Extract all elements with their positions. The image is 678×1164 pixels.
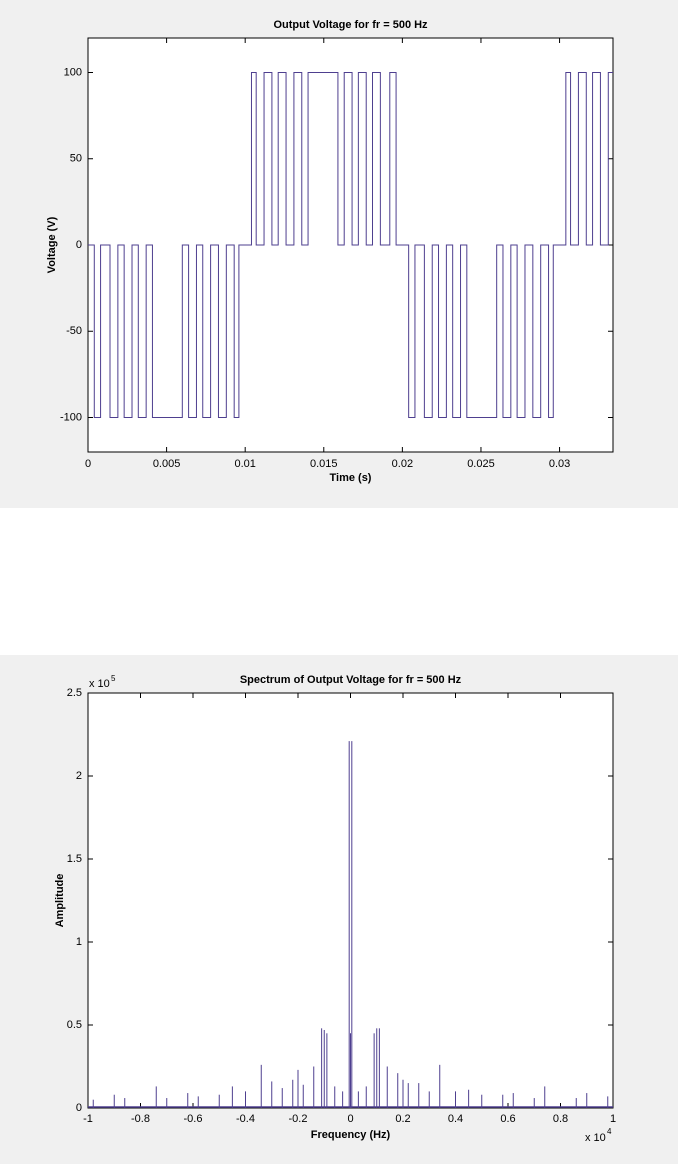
x-tick-label: 0.005 [153, 458, 181, 470]
chart-title: Spectrum of Output Voltage for fr = 500 … [240, 674, 462, 686]
x-tick-label: -0.8 [131, 1113, 150, 1125]
y-tick-label: 50 [70, 153, 82, 165]
y-tick-label: -100 [60, 411, 82, 423]
y-tick-label: 1.5 [67, 853, 82, 865]
x-multiplier: x 10 [585, 1132, 606, 1144]
x-tick-label: -1 [83, 1113, 93, 1125]
plot-area [87, 37, 614, 453]
x-tick-label: 0.6 [500, 1113, 515, 1125]
y-tick-label: 1 [76, 936, 82, 948]
x-tick-label: 0.4 [448, 1113, 463, 1125]
x-tick-label: 0 [85, 458, 91, 470]
x-axis-label: Frequency (Hz) [311, 1129, 391, 1141]
chart-title: Output Voltage for fr = 500 Hz [273, 19, 428, 31]
x-tick-label: 0.025 [467, 458, 495, 470]
y-tick-label: 2.5 [67, 687, 82, 699]
x-tick-label: 0 [347, 1113, 353, 1125]
x-tick-label: -0.6 [184, 1113, 203, 1125]
x-tick-label: 0.01 [234, 458, 255, 470]
x-tick-label: 0.015 [310, 458, 338, 470]
y-axis-label: Amplitude [54, 874, 66, 928]
x-tick-label: -0.4 [236, 1113, 255, 1125]
y-axis-label: Voltage (V) [46, 216, 58, 273]
x-tick-label: 0.8 [553, 1113, 568, 1125]
y-tick-label: 0 [76, 239, 82, 251]
y-multiplier-exponent: 5 [111, 674, 116, 683]
x-tick-label: -0.2 [289, 1113, 308, 1125]
y-tick-label: 100 [64, 66, 82, 78]
y-tick-label: 0.5 [67, 1019, 82, 1031]
y-tick-label: 0 [76, 1102, 82, 1114]
x-multiplier-exponent: 4 [607, 1127, 612, 1136]
voltage-line [88, 72, 613, 418]
x-tick-label: 1 [610, 1113, 616, 1125]
y-tick-label: 2 [76, 770, 82, 782]
x-tick-label: 0.2 [395, 1113, 410, 1125]
x-axis-label: Time (s) [330, 472, 372, 484]
y-multiplier: x 10 [89, 678, 110, 690]
x-tick-label: 0.02 [392, 458, 413, 470]
x-tick-label: 0.03 [549, 458, 570, 470]
y-tick-label: -50 [66, 325, 82, 337]
